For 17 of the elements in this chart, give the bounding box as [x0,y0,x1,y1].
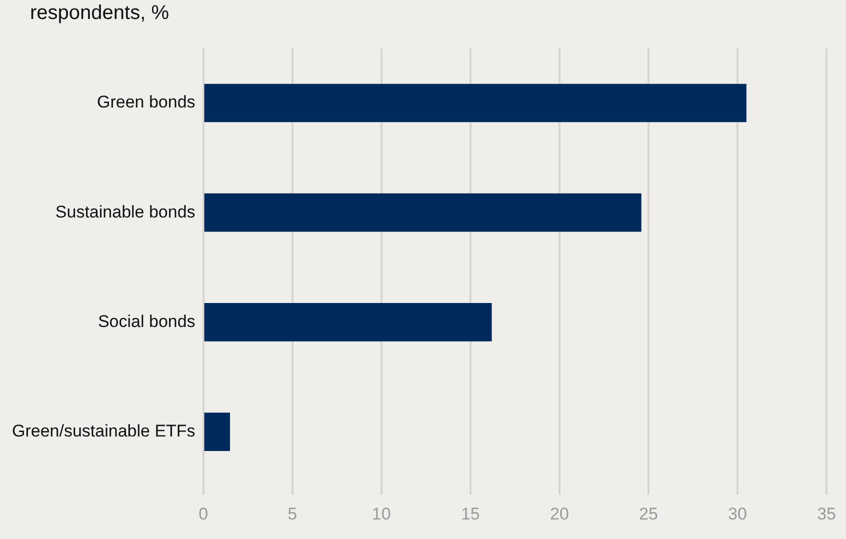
chart-title: respondents, % [30,2,169,25]
x-tick-label: 0 [198,504,208,524]
y-tick-label: Social bonds [98,312,196,331]
bar [204,412,230,451]
x-tick-label: 5 [288,504,298,524]
x-tick-label: 15 [460,504,480,524]
x-tick-label: 10 [372,504,391,524]
x-tick-label: 30 [728,504,747,524]
y-tick-label: Green bonds [97,92,196,112]
x-tick-label: 35 [817,504,836,524]
bar [204,193,642,232]
y-tick-label: Green/sustainable ETFs [12,421,196,440]
x-tick-label: 25 [639,504,658,524]
bar [204,84,746,122]
y-tick-label: Sustainable bonds [55,202,196,222]
x-tick-label: 20 [550,504,569,524]
bar [204,303,492,342]
